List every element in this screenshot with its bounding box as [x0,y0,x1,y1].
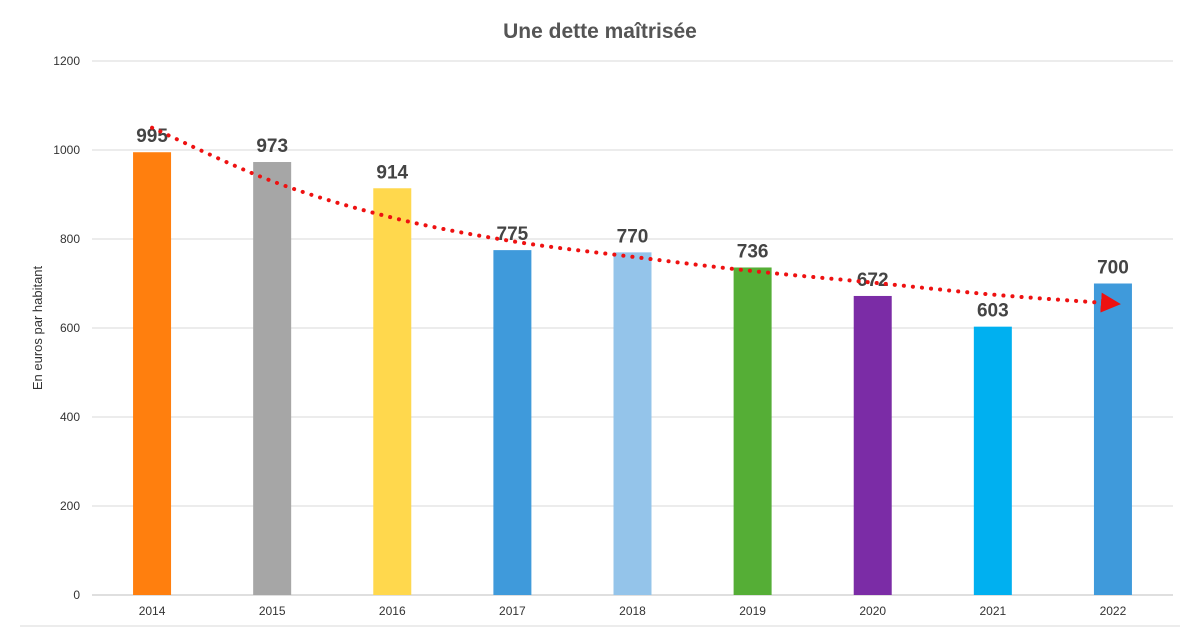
data-label-2022: 700 [1097,258,1129,279]
data-label-2020: 672 [857,270,889,291]
y-tick-label: 600 [60,321,80,335]
chart-title: Une dette maîtrisée [503,20,697,43]
x-tick-label: 2017 [499,604,526,618]
y-tick-label: 400 [60,410,80,424]
bar-2017 [493,250,532,595]
x-axis-ticks: 2014 2015 2016 2017 2018 2019 2020 2021 2022 [139,604,1127,618]
x-tick-label: 2015 [259,604,286,618]
data-label-2019: 736 [737,241,769,262]
y-axis-label: En euros par habitant [30,265,45,390]
data-label-2016: 914 [376,162,408,183]
bar-2020 [853,295,892,595]
y-tick-label: 200 [60,499,80,513]
x-tick-label: 2022 [1100,604,1127,618]
bar-2022 [1093,283,1132,595]
bar-2014 [133,152,172,595]
y-axis-ticks: 0 200 400 600 800 1000 1200 [53,54,80,602]
bar-2019 [733,267,772,595]
bar-2018 [613,252,652,595]
data-label-2015: 973 [256,136,288,157]
bar-2016 [373,188,412,595]
trendline [150,125,1121,313]
x-tick-label: 2020 [859,604,886,618]
data-label-2021: 603 [977,301,1009,322]
y-tick-label: 800 [60,232,80,246]
trendline-dotted-arrow [150,125,1121,313]
bar-2015 [253,162,292,595]
x-tick-label: 2021 [979,604,1006,618]
bar-2021 [973,326,1012,595]
x-tick-label: 2016 [379,604,406,618]
x-tick-label: 2019 [739,604,766,618]
y-tick-label: 0 [73,588,80,602]
data-label-2018: 770 [617,226,649,247]
y-tick-label: 1200 [53,54,80,68]
y-tick-label: 1000 [53,143,80,157]
x-tick-label: 2014 [139,604,166,618]
x-tick-label: 2018 [619,604,646,618]
bars [133,152,1132,595]
